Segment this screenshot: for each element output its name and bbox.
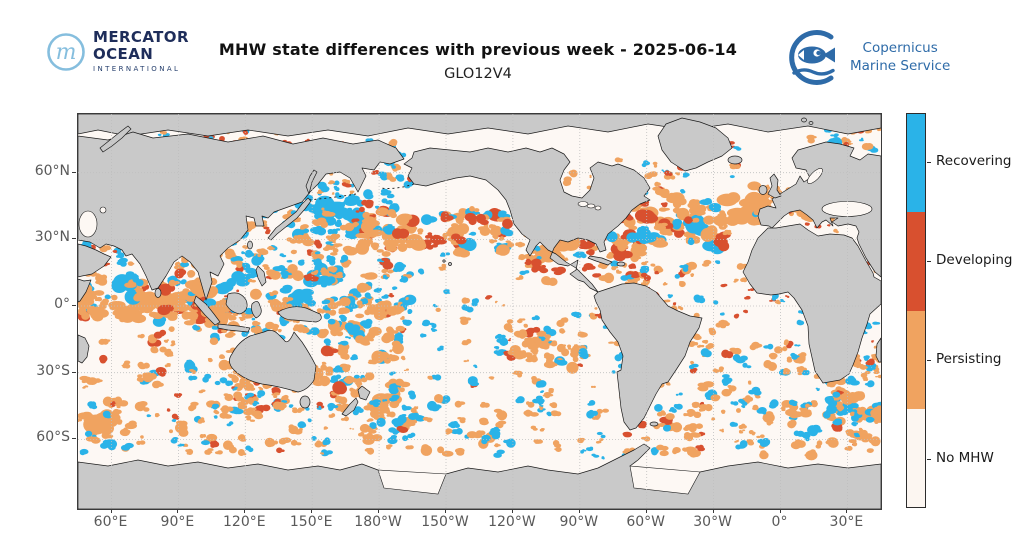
legend-tick: [927, 458, 931, 460]
copernicus-logo-line1: Copernicus: [862, 39, 938, 56]
x-tick-label: 60°W: [626, 514, 666, 530]
svg-text:m: m: [56, 40, 77, 65]
world-map: [77, 113, 882, 510]
legend-segment-developing: [907, 212, 925, 311]
mercator-logo-line2: OCEAN: [93, 45, 154, 63]
y-tick-label: 30°N: [34, 229, 70, 246]
x-tick-mark: [378, 509, 380, 513]
x-tick-mark: [511, 509, 513, 513]
legend-tick: [927, 359, 931, 361]
legend-segment-recovering: [907, 114, 925, 213]
x-tick-mark: [846, 509, 848, 513]
page-subtitle: GLO12V4: [444, 66, 512, 82]
x-tick-mark: [712, 509, 714, 513]
x-tick-label: 90°W: [559, 514, 599, 530]
y-tick-label: 0°: [54, 296, 70, 312]
x-tick-mark: [244, 509, 246, 513]
x-tick-label: 120°E: [223, 514, 266, 530]
mercator-logo-line1: MERCATOR: [93, 28, 189, 46]
x-tick-mark: [779, 509, 781, 513]
x-tick-label: 30°W: [693, 514, 732, 530]
mercator-logo-line3: INTERNATIONAL: [93, 65, 181, 73]
y-tick-mark: [72, 371, 76, 373]
x-tick-mark: [177, 509, 179, 513]
y-tick-label: 60°N: [34, 162, 70, 179]
y-tick-label: 30°S: [36, 362, 70, 379]
legend-segment-no-mhw: [907, 408, 925, 507]
y-tick-mark: [72, 305, 76, 306]
map-canvas: [78, 114, 881, 509]
x-tick-label: 60°E: [93, 514, 128, 530]
legend-label: No MHW: [936, 449, 994, 466]
page-title: MHW state differences with previous week…: [218, 40, 738, 59]
mercator-monogram-icon: m: [47, 32, 85, 71]
mercator-ocean-logo: m MERCATOR OCEAN INTERNATIONAL: [46, 30, 189, 73]
lakes-layer: [78, 168, 873, 495]
legend-label: Persisting: [936, 350, 1002, 367]
legend-colorbar: [906, 113, 926, 508]
x-tick-label: 30°E: [829, 514, 864, 530]
legend-label: Developing: [936, 252, 1013, 269]
graticule-layer: [78, 114, 881, 509]
island-chains-layer: [307, 183, 415, 201]
legend-tick: [927, 261, 931, 263]
y-tick-label: 60°S: [36, 429, 70, 446]
y-tick-mark: [72, 438, 76, 440]
x-tick-label: 180°W: [354, 514, 402, 530]
y-tick-mark: [72, 238, 76, 240]
x-tick-label: 150°E: [289, 514, 333, 530]
x-tick-label: 90°E: [160, 514, 195, 530]
legend-label: Recovering: [936, 153, 1012, 170]
copernicus-logo: Copernicus Marine Service: [786, 28, 950, 86]
x-tick-label: 0°: [771, 514, 788, 530]
copernicus-fish-icon: [789, 30, 835, 85]
x-tick-mark: [645, 509, 647, 513]
x-tick-mark: [578, 509, 580, 513]
x-tick-mark: [445, 509, 446, 513]
copernicus-logo-line2: Marine Service: [850, 58, 951, 74]
x-tick-label: 120°W: [488, 514, 536, 530]
x-tick-mark: [110, 509, 112, 513]
x-tick-mark: [311, 509, 313, 513]
legend-tick: [927, 162, 931, 164]
legend-segment-persisting: [907, 310, 925, 409]
y-tick-mark: [72, 171, 76, 173]
x-tick-label: 150°W: [421, 514, 469, 530]
